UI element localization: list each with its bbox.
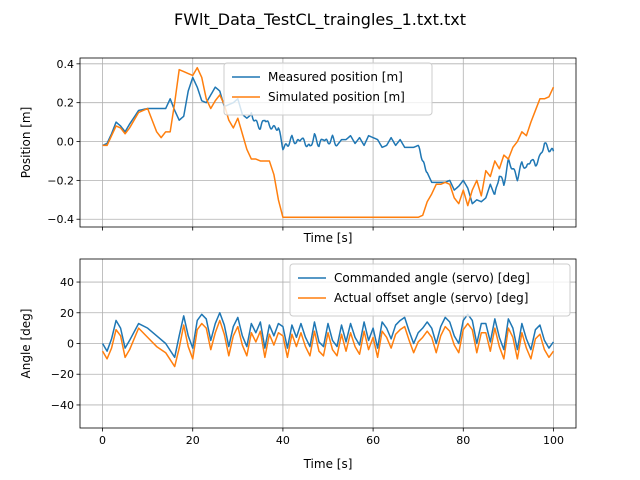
- legend: Measured position [m] Simulated position …: [223, 62, 433, 116]
- axes-frame: [79, 57, 577, 228]
- figure-title: FWlt_Data_TestCL_traingles_1.txt.txt: [174, 10, 466, 30]
- y-axis-label: Angle [deg]: [19, 309, 33, 379]
- position-subplot: −0.4 −0.2 0.0 0.2 0.4 Time [s] Position [m] Mea…: [19, 57, 577, 245]
- y-tick-label: −0.2: [47, 174, 74, 187]
- y-tick-label: 40: [60, 276, 74, 289]
- legend-label: Measured position [m]: [268, 70, 403, 84]
- legend-label: Commanded angle (servo) [deg]: [334, 271, 530, 285]
- y-tick-label: 20: [60, 307, 74, 320]
- series-line-1: [101, 319, 555, 368]
- legend: Commanded angle (servo) [deg] Actual offs…: [289, 263, 571, 317]
- y-axis-label: Position [m]: [19, 107, 33, 179]
- y-tick-label: −0.4: [47, 213, 74, 226]
- x-tick-label: 20: [186, 434, 200, 447]
- series-line-1: [102, 66, 555, 219]
- legend-box: [223, 62, 433, 116]
- y-tick-label: 0.2: [57, 97, 75, 110]
- y-tick-label: 0.0: [57, 136, 75, 149]
- legend-label: Simulated position [m]: [268, 90, 405, 104]
- x-axis-label: Time [s]: [303, 231, 353, 245]
- y-tick-label: 0.4: [57, 58, 75, 71]
- x-axis-label: Time [s]: [303, 457, 353, 471]
- x-tick-label: 40: [276, 434, 290, 447]
- series-line-0: [102, 76, 555, 205]
- series-line-0: [101, 312, 555, 359]
- legend-box: [289, 263, 571, 317]
- x-tick-label: 80: [456, 434, 470, 447]
- y-tick-label: 0: [67, 338, 74, 351]
- y-tick-label: −40: [51, 399, 74, 412]
- y-tick-label: −20: [51, 368, 74, 381]
- x-tick-label: 60: [366, 434, 380, 447]
- x-tick-label: 0: [99, 434, 106, 447]
- legend-label: Actual offset angle (servo) [deg]: [334, 291, 528, 305]
- x-tick-label: 100: [543, 434, 564, 447]
- angle-subplot: 0 20 40 60 80 100 −40 −20 0 20 40 Time [s] Angle [de…: [19, 258, 577, 471]
